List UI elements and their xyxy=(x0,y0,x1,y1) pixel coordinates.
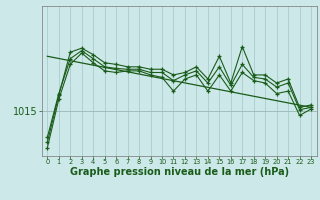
X-axis label: Graphe pression niveau de la mer (hPa): Graphe pression niveau de la mer (hPa) xyxy=(70,167,289,177)
